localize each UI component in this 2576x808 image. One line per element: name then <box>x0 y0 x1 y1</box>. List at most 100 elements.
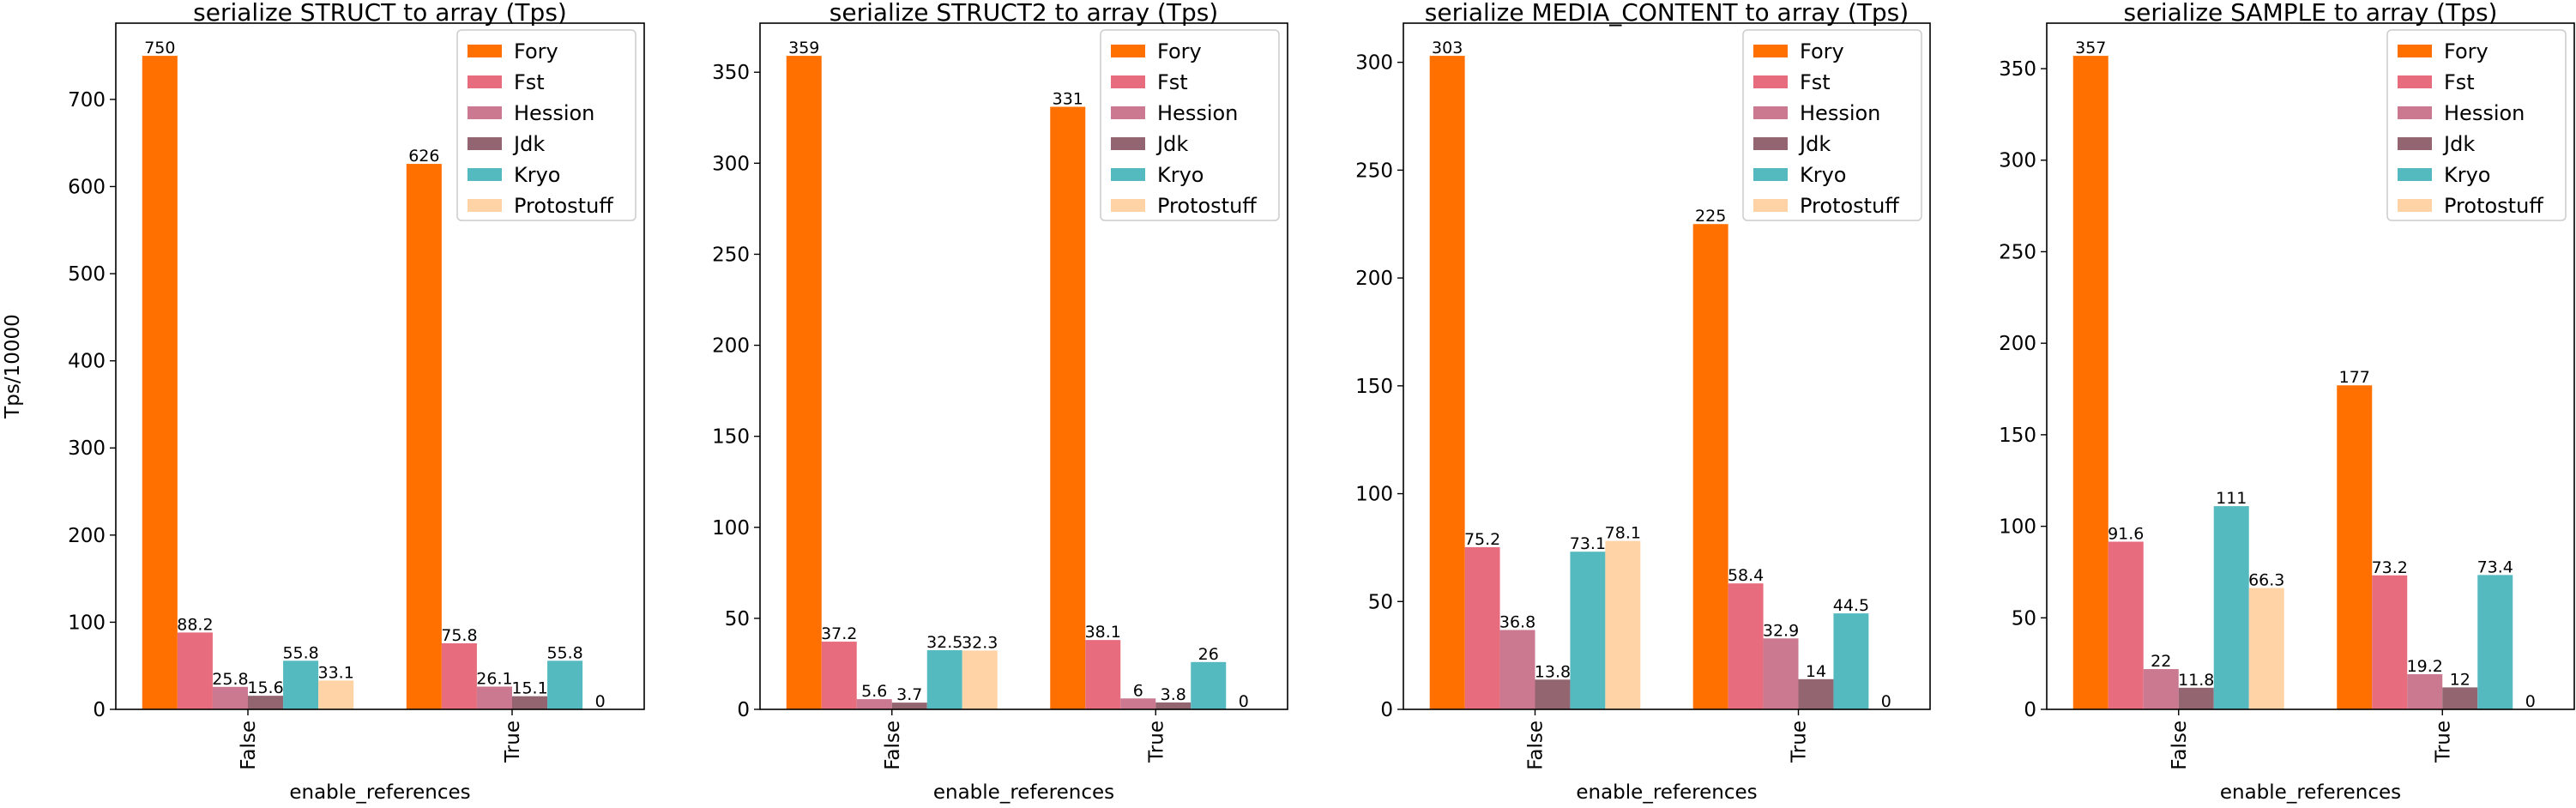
y-tick-label: 350 <box>712 62 750 84</box>
y-tick-label: 50 <box>1368 591 1393 613</box>
bar-protostuff-false <box>962 650 998 709</box>
chart-title: serialize STRUCT2 to array (Tps) <box>830 0 1218 27</box>
data-label: 6 <box>1133 681 1143 700</box>
bar-fory-true <box>1050 106 1086 710</box>
legend-swatch-hession <box>2398 106 2432 119</box>
data-label: 3.7 <box>896 685 922 704</box>
data-label: 15.6 <box>247 678 283 697</box>
y-tick-label: 0 <box>1380 699 1393 721</box>
data-label: 13.8 <box>1535 662 1571 681</box>
data-label: 73.4 <box>2477 558 2513 576</box>
x-tick-label: True <box>1145 721 1167 763</box>
y-tick-label: 200 <box>68 525 106 547</box>
data-label: 58.4 <box>1728 566 1764 585</box>
data-label: 32.3 <box>962 633 998 652</box>
data-label: 66.3 <box>2248 571 2284 590</box>
data-label: 26.1 <box>476 669 512 688</box>
legend-swatch-kryo <box>1753 168 1788 181</box>
bar-kryo-true <box>1833 613 1869 709</box>
y-tick-label: 100 <box>1999 516 2036 539</box>
y-tick-label: 200 <box>1355 268 1393 290</box>
bar-protostuff-false <box>1605 540 1641 709</box>
bar-fory-true <box>406 164 442 710</box>
legend-swatch-jdk <box>468 137 502 150</box>
subplot-4: 357 177 91.6 73.2 22 19.2 11.8 12 111 73.4 66.3 0 0 5… <box>1999 0 2575 804</box>
legend-swatch-fory <box>2398 45 2432 57</box>
data-label: 357 <box>2075 39 2106 57</box>
data-label: 359 <box>788 39 819 57</box>
chart-title: serialize MEDIA_CONTENT to array (Tps) <box>1425 0 1909 27</box>
x-tick-label: True <box>2432 721 2454 763</box>
data-label: 91.6 <box>2108 525 2144 544</box>
bar-fst-false <box>2108 541 2144 709</box>
x-tick-label: False <box>238 721 260 770</box>
subplot-2: 359 331 37.2 38.1 5.6 6 3.7 3.8 32.5 26 32.3 0 0 50 10… <box>712 0 1288 804</box>
legend-label-hession: Hession <box>2444 101 2525 125</box>
data-label: 0 <box>1881 692 1891 711</box>
legend-label-jdk: Jdk <box>2442 132 2475 156</box>
y-tick-label: 0 <box>737 699 750 721</box>
legend-label-protostuff: Protostuff <box>514 194 613 218</box>
legend-label-kryo: Kryo <box>1800 163 1847 187</box>
bar-hession-true <box>1763 638 1799 709</box>
data-label: 626 <box>408 147 439 166</box>
legend-label-protostuff: Protostuff <box>2444 194 2543 218</box>
legend-swatch-kryo <box>468 168 502 181</box>
bar-fst-true <box>1085 640 1121 709</box>
y-tick-label: 150 <box>1355 376 1393 398</box>
data-label: 0 <box>1239 692 1249 711</box>
y-tick-label: 500 <box>68 263 106 286</box>
legend: Fory Fst Hession Jdk Kryo Protostuff <box>1100 29 1280 221</box>
data-label: 111 <box>2216 489 2247 508</box>
legend-label-protostuff: Protostuff <box>1800 194 1899 218</box>
legend-label-jdk: Jdk <box>512 132 545 156</box>
y-tick-label: 200 <box>1999 333 2036 355</box>
subplot-3: 303 225 75.2 58.4 36.8 32.9 13.8 14 73.1 44.5 78.1… <box>1355 0 1931 804</box>
data-label: 0 <box>595 692 606 711</box>
data-label: 75.8 <box>441 626 477 645</box>
y-tick-label: 250 <box>1355 160 1393 182</box>
bar-fst-false <box>1464 546 1500 709</box>
bar-protostuff-false <box>318 680 354 709</box>
bar-fory-true <box>1692 224 1728 709</box>
bar-jdk-false <box>1535 679 1571 709</box>
legend-label-fst: Fst <box>2444 70 2475 94</box>
y-tick-label: 300 <box>1355 52 1393 75</box>
legend-swatch-fory <box>1111 45 1145 57</box>
legend-swatch-fst <box>468 75 502 88</box>
data-label: 12 <box>2450 670 2470 689</box>
legend-swatch-protostuff <box>2398 199 2432 212</box>
bar-hession-false <box>1499 630 1535 709</box>
bar-hession-true <box>476 686 512 709</box>
x-tick-label: False <box>882 721 904 770</box>
data-label: 750 <box>144 39 175 57</box>
data-label: 3.8 <box>1161 685 1186 704</box>
bar-fory-true <box>2337 385 2373 709</box>
data-label: 15.1 <box>511 679 547 698</box>
bar-jdk-true <box>512 696 548 709</box>
bar-kryo-true <box>1191 661 1227 709</box>
data-label: 33.1 <box>318 663 354 682</box>
data-label: 0 <box>2525 692 2536 711</box>
legend-label-fst: Fst <box>514 70 545 94</box>
data-label: 36.8 <box>1499 612 1535 631</box>
y-tick-label: 150 <box>1999 425 2036 447</box>
legend-swatch-hession <box>468 106 502 119</box>
bar-jdk-false <box>2178 687 2214 709</box>
data-label: 44.5 <box>1833 596 1869 615</box>
data-label: 55.8 <box>546 643 582 662</box>
bar-fst-true <box>441 642 477 709</box>
bar-jdk-false <box>248 696 284 709</box>
bar-hession-false <box>212 686 248 709</box>
y-tick-label: 300 <box>1999 150 2036 172</box>
bar-fory-false <box>142 56 178 710</box>
data-label: 14 <box>1806 662 1826 681</box>
bar-hession-false <box>856 699 892 709</box>
legend-label-kryo: Kryo <box>514 163 561 187</box>
y-tick-label: 400 <box>68 351 106 373</box>
bar-jdk-true <box>1155 702 1191 709</box>
bar-fst-true <box>1728 583 1764 709</box>
x-tick-label: True <box>502 721 524 763</box>
